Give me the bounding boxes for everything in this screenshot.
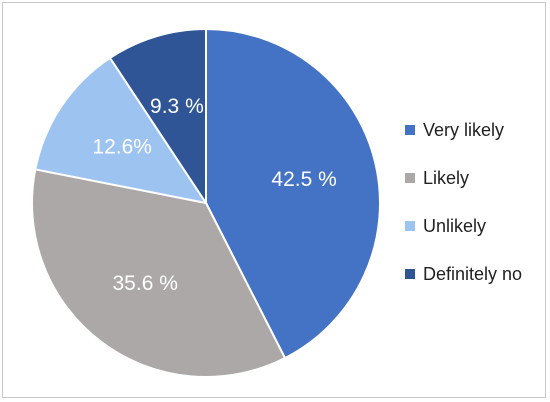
data-label-likely: 35.6 % bbox=[113, 272, 178, 295]
legend-label-unlikely: Unlikely bbox=[423, 216, 486, 236]
data-label-definitely-no: 9.3 % bbox=[150, 95, 204, 118]
pie-slice-likely bbox=[31, 168, 287, 378]
legend-swatch-unlikely bbox=[405, 221, 415, 231]
data-label-unlikely: 12.6% bbox=[92, 135, 152, 158]
pie-slice-very-likely bbox=[205, 27, 381, 360]
legend-label-definitely-no: Definitely no bbox=[423, 264, 522, 284]
legend-swatch-definitely-no bbox=[405, 269, 415, 279]
legend-swatch-very-likely bbox=[405, 125, 415, 135]
legend-swatch-likely bbox=[405, 173, 415, 183]
chart-legend: Very likely Likely Unlikely Definitely no bbox=[405, 120, 522, 284]
legend-label-very-likely: Very likely bbox=[423, 120, 504, 140]
pie-slice-unlikely bbox=[34, 56, 209, 205]
legend-label-likely: Likely bbox=[423, 168, 469, 188]
pie-slices bbox=[31, 27, 381, 378]
pie-slice-labels: 42.5 % 35.6 % 12.6% 9.3 % bbox=[92, 95, 336, 295]
pie-slice-definitely-no bbox=[108, 27, 207, 207]
data-label-very-likely: 42.5 % bbox=[271, 168, 336, 191]
